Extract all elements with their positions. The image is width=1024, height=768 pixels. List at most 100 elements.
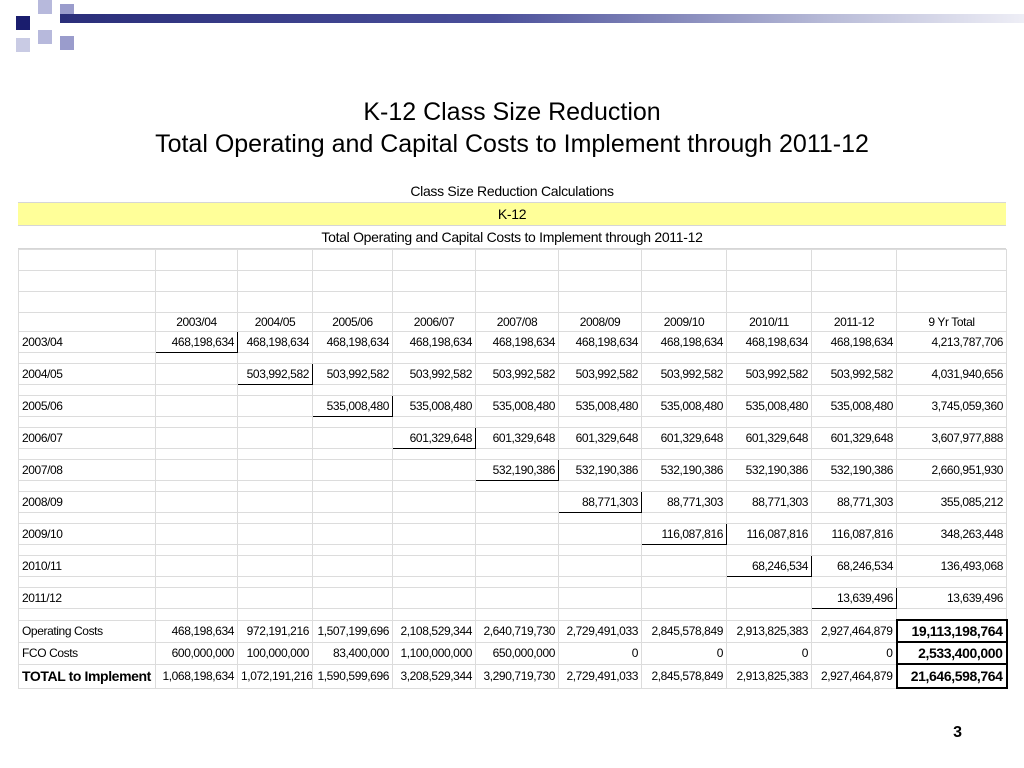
table-cell-empty bbox=[811, 352, 897, 364]
table-cell-empty bbox=[237, 427, 313, 449]
row-total: 2,660,951,930 bbox=[896, 459, 1007, 481]
table-cell-empty bbox=[811, 416, 897, 428]
cost-cell: 601,329,648 bbox=[726, 427, 812, 449]
table-cell-empty bbox=[155, 416, 238, 428]
table-cell-empty bbox=[237, 459, 313, 481]
table-cell-empty bbox=[811, 544, 897, 556]
summary-label: FCO Costs bbox=[18, 641, 156, 665]
table-cell-empty bbox=[18, 448, 156, 460]
table-cell-empty bbox=[392, 576, 476, 588]
table-cell-empty bbox=[312, 491, 393, 513]
table-cell-empty bbox=[155, 249, 238, 271]
table-cell-empty bbox=[392, 416, 476, 428]
table-cell-empty bbox=[155, 512, 238, 524]
table-cell-empty bbox=[155, 270, 238, 292]
table-cell-empty bbox=[641, 291, 727, 313]
summary-cell: 2,845,578,849 bbox=[641, 663, 727, 689]
table-cell-empty bbox=[811, 608, 897, 621]
table-cell-empty bbox=[237, 270, 313, 292]
table-cell-empty bbox=[312, 544, 393, 556]
table-cell-empty bbox=[896, 512, 1007, 524]
table-row-empty bbox=[18, 512, 1007, 524]
table-cell-empty bbox=[896, 576, 1007, 588]
table-cell-empty bbox=[237, 587, 313, 609]
table-cell-empty bbox=[811, 249, 897, 271]
table-cell-empty bbox=[811, 291, 897, 313]
row-total: 4,213,787,706 bbox=[896, 331, 1007, 353]
sheet-banner-calculations: Class Size Reduction Calculations bbox=[18, 180, 1006, 203]
slide-title-line1: K-12 Class Size Reduction bbox=[363, 98, 661, 126]
table-cell-empty bbox=[475, 523, 559, 545]
summary-cell: 0 bbox=[811, 641, 897, 665]
table-cell-empty bbox=[811, 270, 897, 292]
table-cell-empty bbox=[475, 512, 559, 524]
table-cell-empty bbox=[726, 249, 812, 271]
table-cell-empty bbox=[237, 608, 313, 621]
cost-cell: 468,198,634 bbox=[811, 331, 897, 353]
table-cell-empty bbox=[392, 523, 476, 545]
table-cell-empty bbox=[18, 312, 156, 332]
table-cell-empty bbox=[558, 352, 642, 364]
table-cell-empty bbox=[237, 576, 313, 588]
row-label: 2007/08 bbox=[18, 459, 156, 481]
table-header-row: 2003/04 2004/05 2005/06 2006/07 2007/08 2008/… bbox=[18, 312, 1007, 332]
table-cell-empty bbox=[312, 576, 393, 588]
table-cell-empty bbox=[726, 416, 812, 428]
table-cell-empty bbox=[558, 270, 642, 292]
cost-cell: 532,190,386 bbox=[726, 459, 812, 481]
summary-row: TOTAL to Implement 1,068,198,634 1,072,191… bbox=[18, 663, 1008, 689]
table-cell-empty bbox=[558, 544, 642, 556]
table-cell-empty bbox=[312, 427, 393, 449]
table-row-empty bbox=[18, 544, 1007, 556]
summary-cell: 0 bbox=[558, 641, 642, 665]
cost-cell: 503,992,582 bbox=[237, 363, 313, 385]
cost-cell: 88,771,303 bbox=[726, 491, 812, 513]
cost-cell: 535,008,480 bbox=[811, 395, 897, 417]
table-cell-empty bbox=[237, 384, 313, 396]
summary-cell: 83,400,000 bbox=[312, 641, 393, 665]
table-cell-empty bbox=[312, 608, 393, 621]
summary-cell: 1,507,199,696 bbox=[312, 619, 393, 643]
table-cell-empty bbox=[896, 608, 1007, 621]
table-cell-empty bbox=[726, 587, 812, 609]
summary-cell: 2,108,529,344 bbox=[392, 619, 476, 643]
cost-cell: 532,190,386 bbox=[558, 459, 642, 481]
table-row: 2003/04 468,198,634 468,198,634 468,198,634… bbox=[18, 331, 1007, 353]
table-cell-empty bbox=[558, 384, 642, 396]
table-cell-empty bbox=[312, 416, 393, 428]
table-cell-empty bbox=[475, 384, 559, 396]
cost-cell: 503,992,582 bbox=[475, 363, 559, 385]
table-cell-empty bbox=[155, 480, 238, 492]
summary-total: 19,113,198,764 bbox=[895, 619, 1008, 643]
sheet-banner-k12: K-12 bbox=[18, 203, 1006, 226]
summary-cell: 650,000,000 bbox=[475, 641, 559, 665]
spreadsheet: Class Size Reduction Calculations K-12 T… bbox=[18, 180, 1008, 689]
cost-cell: 468,198,634 bbox=[558, 331, 642, 353]
table-cell-empty bbox=[558, 291, 642, 313]
cost-cell: 116,087,816 bbox=[641, 523, 727, 545]
table-cell-empty bbox=[155, 555, 238, 577]
table-cell-empty bbox=[18, 249, 156, 271]
table-cell-empty bbox=[475, 291, 559, 313]
cost-cell: 68,246,534 bbox=[811, 555, 897, 577]
table-cell-empty bbox=[896, 480, 1007, 492]
table-cell-empty bbox=[811, 384, 897, 396]
table-row: 2006/07 601,329,648 601,329,648 601,329,648… bbox=[18, 427, 1007, 449]
table-row-empty bbox=[18, 416, 1007, 428]
summary-cell: 2,729,491,033 bbox=[558, 619, 642, 643]
table-cell-empty bbox=[155, 608, 238, 621]
table-cell-empty bbox=[155, 491, 238, 513]
table-cell-empty bbox=[558, 416, 642, 428]
table-cell-empty bbox=[155, 384, 238, 396]
table-cell-empty bbox=[312, 384, 393, 396]
table-cell-empty bbox=[18, 544, 156, 556]
table-cell-empty bbox=[896, 544, 1007, 556]
cost-cell: 535,008,480 bbox=[475, 395, 559, 417]
table-row-empty bbox=[18, 384, 1007, 396]
cost-cell: 601,329,648 bbox=[811, 427, 897, 449]
summary-cell: 0 bbox=[641, 641, 727, 665]
table-cell-empty bbox=[726, 544, 812, 556]
table-cell-empty bbox=[392, 512, 476, 524]
table-cell-empty bbox=[392, 608, 476, 621]
cost-cell: 68,246,534 bbox=[726, 555, 812, 577]
